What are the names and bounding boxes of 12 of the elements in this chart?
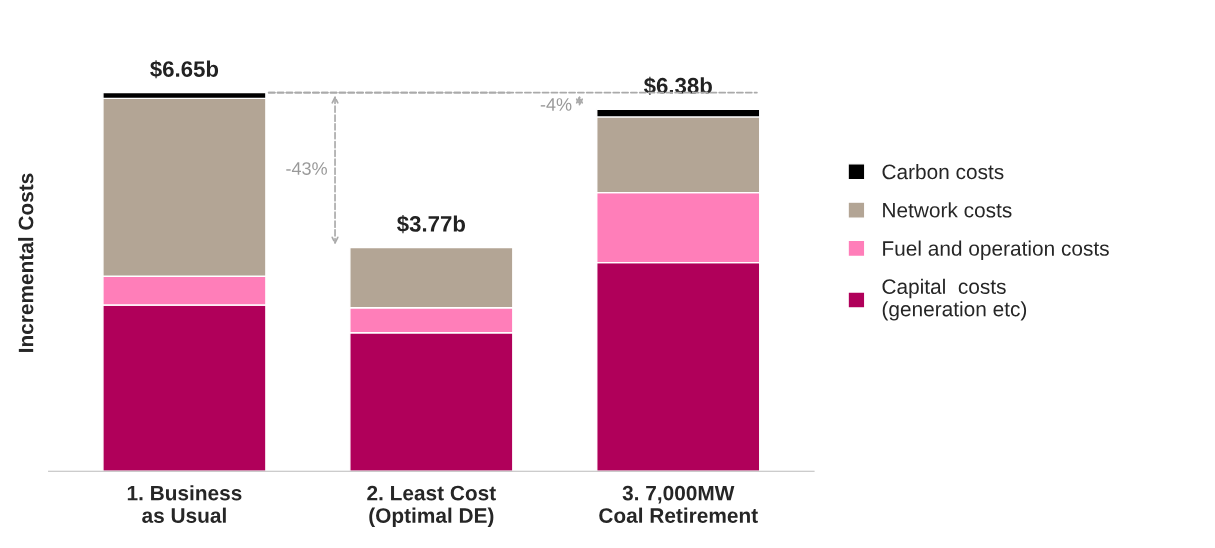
- legend-label: Fuel and operation costs: [883, 240, 1109, 260]
- annotation: $6.65b: [150, 60, 219, 79]
- y-axis-title: Incremental Costs: [18, 173, 34, 352]
- x-tick-label: 2. Least Cost (Optimal DE): [367, 485, 496, 528]
- x-tick-label: 3. 7,000MW Coal Retirement: [599, 485, 758, 523]
- annotation: -4%: [540, 98, 572, 111]
- legend-label: Capital costs (generation etc): [882, 278, 1027, 321]
- x-tick-label: 1. Business as Usual: [127, 485, 242, 523]
- legend-label: Carbon costs: [882, 163, 1004, 180]
- annotation: $3.77b: [397, 215, 466, 234]
- legend-label: Network costs: [883, 202, 1012, 218]
- annotation: -43%: [286, 162, 327, 175]
